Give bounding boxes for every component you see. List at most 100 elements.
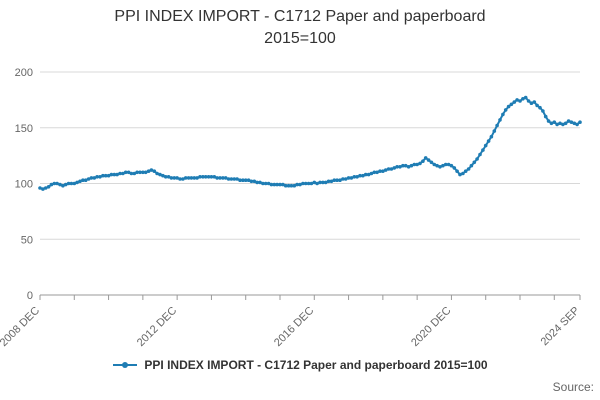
data-point-marker	[301, 181, 305, 186]
data-point-marker	[398, 165, 402, 169]
data-point-marker	[435, 163, 439, 168]
data-point-marker	[443, 162, 448, 167]
data-point-marker	[81, 178, 85, 182]
data-point-marker	[192, 176, 197, 180]
data-point-marker	[175, 176, 179, 180]
x-axis-label: 2020 DEC	[409, 305, 453, 349]
y-axis-label: 200	[15, 67, 33, 79]
data-point-marker	[329, 179, 334, 184]
data-point-marker	[495, 123, 499, 128]
data-point-marker	[432, 162, 437, 167]
data-point-marker	[563, 121, 568, 126]
x-axis-label: 2008 DEC	[0, 305, 42, 349]
data-point-marker	[189, 176, 194, 180]
data-point-marker	[232, 177, 237, 181]
data-point-marker	[372, 170, 377, 175]
data-point-marker	[412, 162, 417, 167]
data-point-marker	[323, 180, 328, 185]
series-line[interactable]	[39, 96, 581, 191]
data-point-marker	[172, 176, 177, 180]
data-point-marker	[269, 182, 274, 187]
data-point-marker	[392, 166, 397, 170]
data-point-marker	[243, 178, 248, 182]
data-point-marker	[292, 183, 297, 188]
data-point-marker	[266, 181, 271, 186]
data-point-marker	[78, 179, 82, 184]
data-point-marker	[109, 172, 114, 177]
data-point-marker	[569, 120, 574, 124]
data-point-marker	[561, 122, 565, 127]
data-point-marker	[55, 181, 59, 186]
data-point-marker	[215, 176, 219, 180]
data-point-marker	[146, 169, 151, 173]
data-point-marker	[106, 173, 111, 178]
data-point-marker	[98, 175, 102, 179]
data-point-marker	[512, 100, 517, 104]
data-point-marker	[149, 168, 154, 172]
data-point-marker	[315, 181, 319, 186]
data-point-marker	[429, 160, 434, 165]
data-point-marker	[575, 122, 579, 127]
data-point-marker	[229, 177, 234, 181]
data-point-marker	[375, 170, 379, 175]
data-point-marker	[321, 180, 325, 185]
data-point-marker	[441, 163, 445, 168]
data-point-marker	[141, 170, 145, 175]
data-point-marker	[89, 176, 94, 180]
data-point-marker	[86, 177, 91, 181]
y-axis-label: 150	[15, 123, 33, 135]
data-point-marker	[469, 163, 474, 168]
data-point-marker	[543, 114, 548, 119]
data-point-marker	[526, 99, 531, 103]
data-point-marker	[212, 175, 217, 179]
data-point-marker	[381, 169, 385, 173]
data-point-marker	[461, 171, 465, 176]
data-point-marker	[521, 97, 525, 101]
data-point-marker	[123, 170, 128, 175]
data-point-marker	[355, 175, 359, 179]
data-point-marker	[298, 182, 302, 187]
data-point-marker	[349, 176, 354, 180]
data-point-marker	[486, 139, 491, 143]
data-point-marker	[552, 120, 557, 124]
data-point-marker	[206, 175, 211, 179]
data-point-marker	[52, 181, 57, 186]
data-point-marker	[95, 175, 99, 179]
data-point-marker	[72, 181, 77, 186]
data-point-marker	[358, 173, 362, 178]
legend-label[interactable]: PPI INDEX IMPORT - C1712 Paper and paper…	[144, 358, 488, 372]
y-axis-label: 100	[15, 179, 33, 191]
data-point-marker	[343, 177, 348, 181]
data-point-marker	[518, 99, 522, 103]
data-point-marker	[169, 176, 174, 180]
data-point-marker	[489, 134, 494, 139]
data-point-marker	[515, 98, 519, 102]
data-point-marker	[132, 171, 137, 176]
data-point-marker	[286, 183, 291, 188]
x-axis-label: 2016 DEC	[272, 305, 316, 349]
data-point-marker	[83, 178, 88, 182]
data-point-marker	[66, 181, 71, 186]
data-point-marker	[341, 177, 345, 181]
data-point-marker	[69, 181, 74, 186]
data-point-marker	[41, 187, 45, 191]
data-point-marker	[409, 163, 414, 168]
data-point-marker	[101, 173, 105, 178]
chart-plot-area: 0 50 100 150 200 2008 DEC 2012 DEC 2016 DEC 2020…	[0, 67, 582, 349]
legend[interactable]: PPI INDEX IMPORT - C1712 Paper and paper…	[0, 358, 600, 372]
data-point-marker	[201, 175, 205, 179]
y-axis-label: 0	[27, 290, 33, 302]
data-point-marker	[472, 160, 477, 165]
data-point-marker	[449, 163, 454, 168]
data-point-marker	[366, 172, 371, 177]
data-point-marker	[306, 181, 311, 186]
data-point-marker	[155, 171, 159, 176]
data-point-marker	[186, 176, 191, 180]
data-point-marker	[138, 170, 142, 175]
data-point-marker	[241, 178, 245, 182]
data-point-marker	[566, 119, 571, 123]
data-point-marker	[383, 168, 388, 172]
data-point-marker	[401, 163, 405, 168]
data-point-marker	[289, 183, 294, 188]
data-point-marker	[361, 173, 365, 178]
